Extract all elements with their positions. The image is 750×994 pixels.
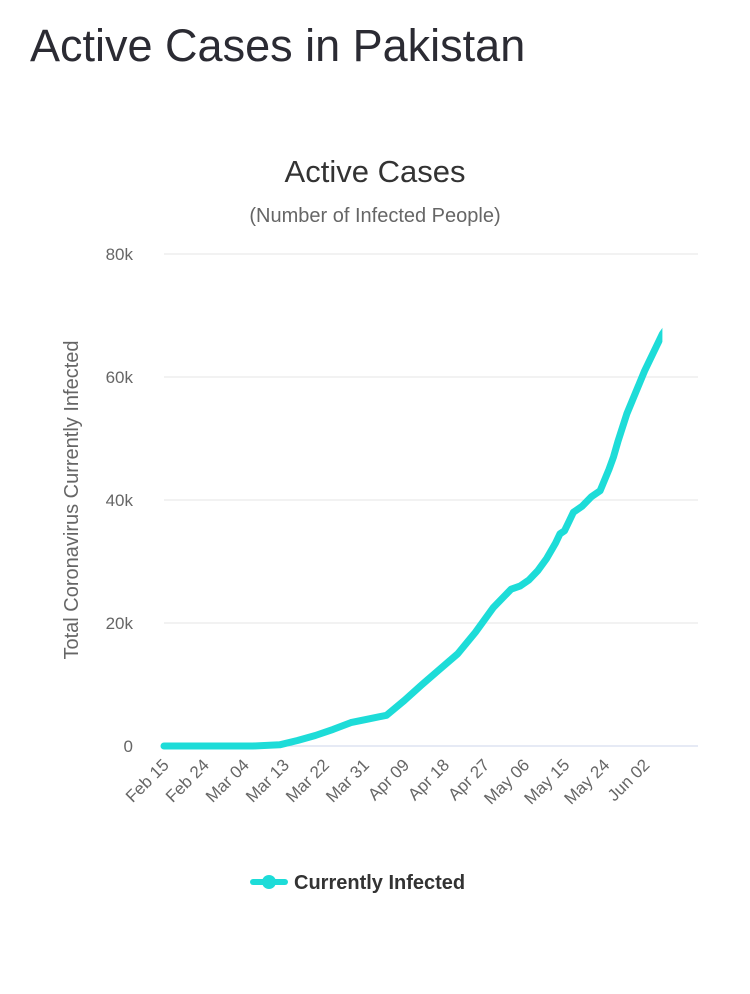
chart-title: Active Cases (285, 154, 466, 189)
legend[interactable]: Currently Infected (250, 872, 465, 894)
page-title: Active Cases in Pakistan (30, 20, 526, 71)
x-tick-label: Mar 04 (202, 755, 253, 806)
legend-label-currently-infected: Currently Infected (294, 872, 465, 894)
x-tick-label: Feb 15 (122, 755, 173, 806)
x-tick-label: Apr 09 (364, 755, 413, 804)
y-tick-label: 80k (106, 245, 134, 264)
x-tick-label: Mar 13 (242, 755, 293, 806)
series-line-currently-infected (160, 327, 663, 750)
x-tick-label: Mar 31 (322, 755, 373, 806)
y-tick-label: 20k (106, 614, 134, 633)
x-tick-label: Feb 24 (162, 755, 213, 806)
y-tick-label: 0 (124, 737, 133, 756)
x-tick-label: Jun 02 (604, 755, 654, 805)
x-tick-label: Apr 18 (404, 755, 453, 804)
x-tick-label: May 24 (561, 755, 614, 808)
legend-marker-icon (262, 875, 276, 889)
y-tick-label: 60k (106, 368, 134, 387)
chart-subtitle: (Number of Infected People) (249, 205, 500, 227)
y-tick-label: 40k (106, 491, 134, 510)
y-axis-label: Total Coronavirus Currently Infected (61, 340, 83, 659)
y-tick-labels: 0 20k 40k 60k 80k (106, 245, 134, 756)
x-tick-label: Mar 22 (282, 755, 333, 806)
